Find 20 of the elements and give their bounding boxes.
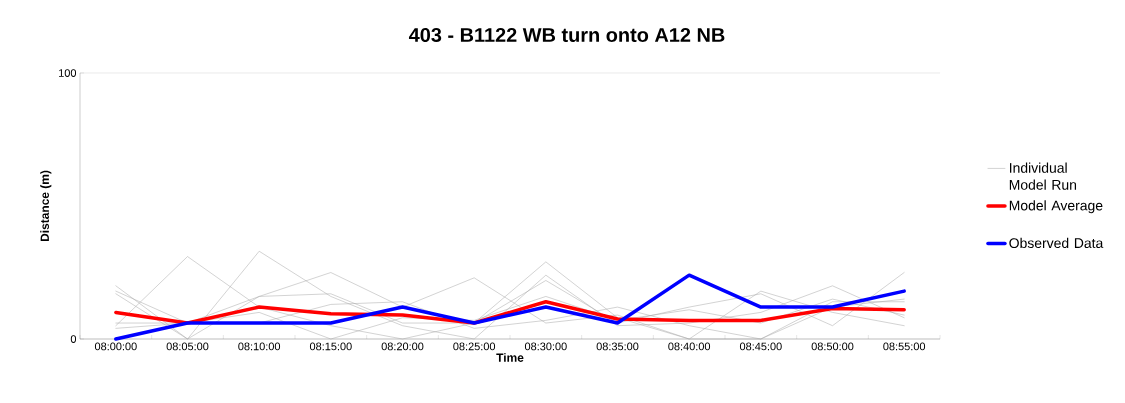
legend-label: Individual Model Run <box>1009 162 1077 190</box>
x-tick-label: 08:00:00 <box>94 342 137 351</box>
x-axis-title: Time <box>496 353 524 362</box>
y-tick-label: 100 <box>59 69 77 77</box>
x-tick-label: 08:25:00 <box>453 342 496 351</box>
x-tick-label: 08:20:00 <box>381 342 424 351</box>
x-tick-label: 08:40:00 <box>668 342 711 351</box>
x-tick-label: 08:30:00 <box>524 342 567 351</box>
x-tick-label: 08:55:00 <box>883 342 926 351</box>
chart-title: 403 - B1122 WB turn onto A12 NB <box>408 27 725 43</box>
legend-label: Model Average <box>1009 200 1103 214</box>
x-tick-label: 08:50:00 <box>811 342 854 351</box>
x-tick-label: 08:05:00 <box>166 342 209 351</box>
y-axis-title: Distance (m) <box>40 170 52 242</box>
x-tick-label: 08:35:00 <box>596 342 639 351</box>
legend-label: Observed Data <box>1009 237 1104 249</box>
x-tick-label: 08:45:00 <box>739 342 782 351</box>
y-tick-label: 0 <box>70 335 77 343</box>
x-tick-label: 08:10:00 <box>238 342 281 351</box>
x-tick-label: 08:15:00 <box>309 342 352 351</box>
